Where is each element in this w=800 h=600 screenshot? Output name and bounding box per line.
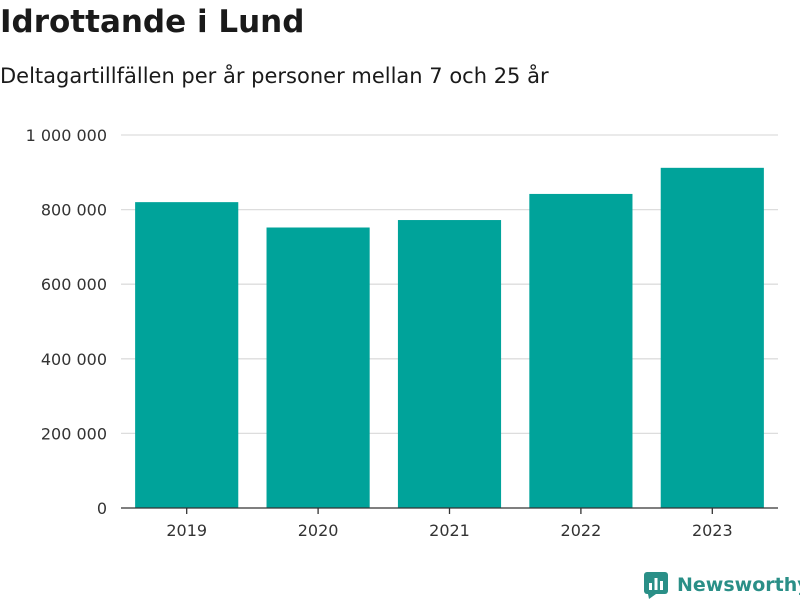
bar: [135, 202, 239, 508]
y-tick-label: 600 000: [41, 275, 107, 294]
y-tick-label: 800 000: [41, 201, 107, 220]
newsworthy-brand[interactable]: Newsworthy: [644, 570, 800, 600]
chart-subtitle: Deltagartillfällen per år personer mella…: [0, 64, 549, 88]
x-tick-label: 2023: [692, 521, 733, 540]
brand-name: Newsworthy: [677, 574, 800, 596]
y-tick-label: 200 000: [41, 424, 107, 443]
y-tick-label: 0: [97, 499, 107, 518]
bar: [660, 167, 764, 508]
bar: [266, 227, 370, 508]
y-tick-label: 400 000: [41, 350, 107, 369]
x-tick-label: 2021: [429, 521, 470, 540]
y-tick-label: 1 000 000: [26, 126, 107, 145]
chart-title: Idrottande i Lund: [0, 4, 305, 40]
x-tick-label: 2019: [166, 521, 207, 540]
newsworthy-logo-icon: [644, 571, 668, 599]
axes: 0 200 000 400 000 600 000 800 000 1 000 000 20…: [26, 126, 778, 540]
bars: [135, 167, 764, 508]
bar: [529, 193, 633, 508]
x-tick-label: 2020: [298, 521, 339, 540]
x-tick-label: 2022: [561, 521, 602, 540]
bar: [397, 220, 502, 508]
